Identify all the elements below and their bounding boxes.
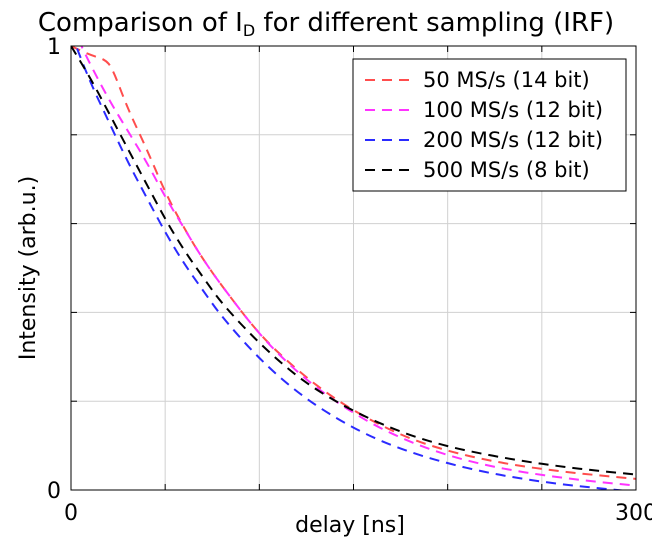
y-tick-label: 1 bbox=[47, 35, 61, 60]
x-tick-label: 0 bbox=[64, 501, 78, 526]
series-line-2 bbox=[75, 46, 628, 490]
y-tick-label: 0 bbox=[47, 479, 61, 504]
chart-title-suffix: for different sampling (IRF) bbox=[255, 8, 614, 38]
legend-label: 500 MS/s (8 bit) bbox=[423, 158, 590, 182]
legend-label: 100 MS/s (12 bit) bbox=[423, 98, 603, 122]
chart-title: Comparison of ID for different sampling … bbox=[38, 8, 614, 40]
legend-label: 50 MS/s (14 bit) bbox=[423, 68, 590, 92]
chart-title-prefix: Comparison of I bbox=[38, 8, 243, 38]
x-axis-label: delay [ns] bbox=[295, 513, 405, 538]
tick-layer: 0 300 0 1 bbox=[47, 35, 652, 526]
x-tick-label: 300 bbox=[615, 501, 652, 526]
chart-title-subscript: D bbox=[243, 21, 255, 40]
series-layer bbox=[71, 46, 636, 490]
legend: 50 MS/s (14 bit) 100 MS/s (12 bit) 200 MS/… bbox=[352, 58, 627, 192]
legend-label: 200 MS/s (12 bit) bbox=[423, 128, 603, 152]
series-line-3 bbox=[71, 46, 636, 476]
legend-box bbox=[352, 58, 627, 192]
y-axis-label: Intensity (arb.u.) bbox=[16, 176, 41, 360]
series-line-0 bbox=[71, 46, 636, 480]
